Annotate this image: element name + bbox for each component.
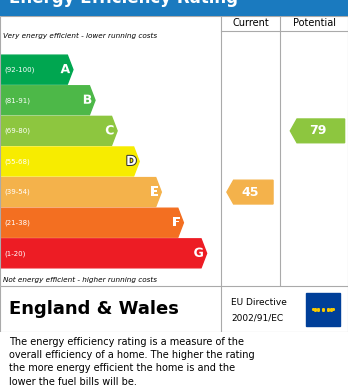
Text: (81-91): (81-91) <box>4 97 30 104</box>
Text: The energy efficiency rating is a measure of the
overall efficiency of a home. T: The energy efficiency rating is a measur… <box>9 337 254 387</box>
Text: (55-68): (55-68) <box>4 158 30 165</box>
Text: 79: 79 <box>309 124 326 137</box>
FancyArrow shape <box>0 178 161 206</box>
FancyArrow shape <box>0 117 117 145</box>
Text: A: A <box>61 63 70 76</box>
Text: D: D <box>126 155 136 168</box>
FancyArrow shape <box>0 86 95 115</box>
Text: England & Wales: England & Wales <box>9 300 179 318</box>
Text: (39-54): (39-54) <box>4 189 30 196</box>
FancyArrow shape <box>0 55 73 84</box>
Text: C: C <box>105 124 114 137</box>
Text: F: F <box>172 216 181 229</box>
Text: Very energy efficient - lower running costs: Very energy efficient - lower running co… <box>3 33 158 39</box>
Text: (21-38): (21-38) <box>4 219 30 226</box>
Bar <box>306 293 340 326</box>
Text: Potential: Potential <box>293 18 335 29</box>
Text: Not energy efficient - higher running costs: Not energy efficient - higher running co… <box>3 277 158 283</box>
Text: (92-100): (92-100) <box>4 66 34 73</box>
Text: Current: Current <box>232 18 269 29</box>
Text: 2002/91/EC: 2002/91/EC <box>231 313 284 322</box>
Text: (69-80): (69-80) <box>4 127 30 134</box>
FancyArrow shape <box>227 180 273 204</box>
FancyArrow shape <box>0 147 139 176</box>
Text: G: G <box>193 247 204 260</box>
Text: 45: 45 <box>241 186 259 199</box>
Text: EU Directive: EU Directive <box>231 298 287 307</box>
Text: (1-20): (1-20) <box>4 250 25 256</box>
FancyArrow shape <box>290 119 345 143</box>
Text: E: E <box>150 186 159 199</box>
Text: B: B <box>83 94 92 107</box>
Text: Energy Efficiency Rating: Energy Efficiency Rating <box>9 0 238 7</box>
FancyArrow shape <box>0 208 183 237</box>
FancyArrow shape <box>0 239 207 268</box>
